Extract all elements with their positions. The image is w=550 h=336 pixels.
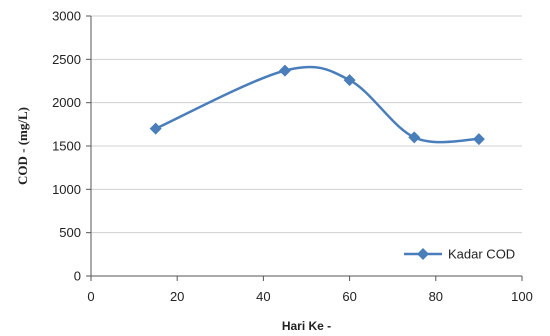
y-tick-label: 3000 (52, 9, 81, 24)
data-point (472, 133, 485, 146)
y-tick-label: 1500 (52, 139, 81, 154)
y-tick-label: 2500 (52, 52, 81, 67)
x-tick-label: 0 (87, 289, 94, 304)
legend-label: Kadar COD (448, 247, 515, 262)
data-point (149, 122, 162, 135)
legend: Kadar COD (404, 247, 515, 262)
x-tick-label: 60 (342, 289, 356, 304)
data-point (278, 64, 291, 77)
y-tick-label: 500 (59, 225, 81, 240)
x-tick-label: 20 (170, 289, 184, 304)
y-tick-label: 2000 (52, 95, 81, 110)
x-tick-label: 40 (256, 289, 270, 304)
y-tick-label: 1000 (52, 182, 81, 197)
data-point (343, 74, 356, 87)
x-tick-label: 100 (511, 289, 533, 304)
data-point (408, 131, 421, 144)
axes: 0 500 1000 1500 2000 2500 3000 0 20 40 60 80 100 (52, 9, 533, 305)
gridlines (91, 15, 522, 234)
legend-marker (417, 248, 429, 260)
series-layer (149, 64, 485, 146)
x-axis-title: Hari Ke - (282, 319, 331, 333)
y-tick-label: 0 (74, 269, 81, 284)
y-axis-title: COD - (mg/L) (15, 107, 30, 185)
series-line (155, 65, 479, 144)
x-tick-label: 80 (429, 289, 443, 304)
